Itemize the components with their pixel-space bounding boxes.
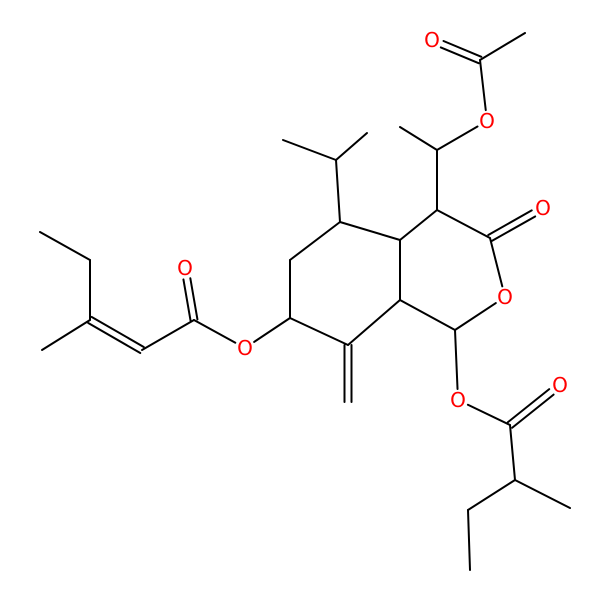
bond	[436, 125, 479, 151]
atom-label: O	[552, 373, 568, 397]
bond	[335, 132, 368, 161]
bond	[399, 126, 438, 151]
bond	[289, 317, 349, 346]
bond	[399, 299, 456, 331]
bond	[182, 278, 192, 322]
bond	[189, 277, 199, 321]
atom-label: O	[424, 28, 440, 52]
bond	[339, 221, 401, 241]
bond	[466, 403, 511, 426]
atom-label: O	[535, 196, 551, 220]
bond	[282, 139, 337, 161]
bond	[39, 231, 91, 261]
bond	[467, 509, 471, 571]
bond	[439, 46, 480, 65]
bond	[479, 59, 487, 112]
bond	[467, 479, 516, 511]
atom-label: O	[237, 336, 253, 360]
bond	[442, 40, 483, 58]
bond	[41, 319, 91, 351]
bond	[479, 32, 526, 61]
atom-label: O	[479, 109, 495, 133]
bond	[193, 319, 237, 344]
bond	[141, 319, 195, 351]
bond	[514, 479, 571, 509]
atom-label: O	[450, 388, 466, 412]
bond	[489, 237, 504, 288]
bond	[87, 322, 142, 355]
bond	[436, 209, 491, 239]
bond	[511, 393, 555, 429]
bond	[454, 329, 459, 391]
bond	[335, 159, 341, 223]
bond	[506, 388, 551, 424]
bond	[454, 302, 497, 331]
bond	[253, 317, 291, 343]
bond	[487, 209, 533, 236]
bond	[490, 215, 537, 243]
bond	[90, 315, 145, 348]
atom-label: O	[177, 256, 193, 280]
bond	[399, 209, 438, 241]
bond	[347, 299, 401, 346]
bond	[289, 221, 341, 261]
bond	[509, 424, 516, 481]
atom-label: O	[497, 285, 513, 309]
